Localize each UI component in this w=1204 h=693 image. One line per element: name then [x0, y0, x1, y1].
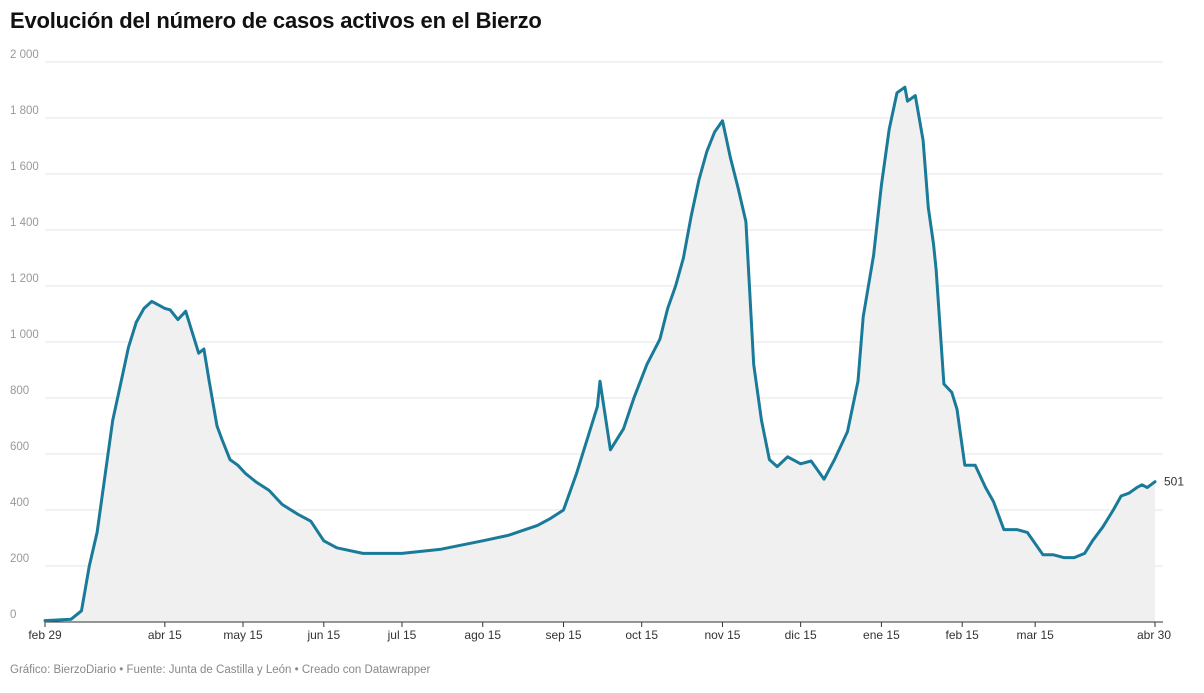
- x-tick-label: ago 15: [464, 628, 501, 642]
- y-tick-label: 1 800: [10, 105, 39, 117]
- footer-source: Fuente: Junta de Castilla y León: [126, 664, 292, 676]
- y-tick-label: 2 000: [10, 49, 39, 61]
- y-tick-label: 600: [10, 441, 29, 453]
- y-tick-label: 800: [10, 385, 29, 397]
- x-tick-label: oct 15: [625, 628, 658, 642]
- footer-tool: Creado con Datawrapper: [301, 664, 431, 676]
- area-fill: [45, 87, 1155, 622]
- y-tick-label: 1 400: [10, 217, 39, 229]
- x-tick-label: jul 15: [387, 628, 417, 642]
- y-tick-label: 0: [10, 609, 16, 621]
- x-tick-label: mar 15: [1016, 628, 1054, 642]
- y-tick-label: 200: [10, 553, 29, 565]
- y-tick-label: 1 000: [10, 329, 39, 341]
- x-tick-label: dic 15: [785, 628, 817, 642]
- y-tick-label: 1 600: [10, 161, 39, 173]
- x-tick-label: nov 15: [704, 628, 740, 642]
- chart-title: Evolución del número de casos activos en…: [10, 8, 542, 33]
- footer-credits: Gráfico: BierzoDiario • Fuente: Junta de…: [10, 664, 430, 676]
- y-tick-label: 1 200: [10, 273, 39, 285]
- end-value-label: 501: [1164, 475, 1184, 489]
- x-axis-ticks: feb 29 abr 15 may 15 jun 15 jul 15 ago 15 sep …: [28, 622, 1171, 642]
- x-tick-label: jun 15: [306, 628, 340, 642]
- y-axis-ticks: 0 200 400 600 800 1 000 1 200 1 400 1 600 1 800 2 …: [10, 49, 39, 621]
- y-tick-label: 400: [10, 497, 29, 509]
- footer-separator: •: [291, 664, 302, 676]
- x-tick-label: abr 15: [148, 628, 182, 642]
- x-tick-label: sep 15: [546, 628, 582, 642]
- series-line: [43, 85, 1157, 623]
- x-tick-label: abr 30: [1137, 628, 1171, 642]
- x-tick-label: feb 29: [28, 628, 62, 642]
- x-tick-label: may 15: [223, 628, 263, 642]
- footer-separator: •: [116, 664, 127, 676]
- footer-credit: Gráfico: BierzoDiario: [10, 664, 117, 676]
- x-tick-label: ene 15: [863, 628, 900, 642]
- x-tick-label: feb 15: [945, 628, 979, 642]
